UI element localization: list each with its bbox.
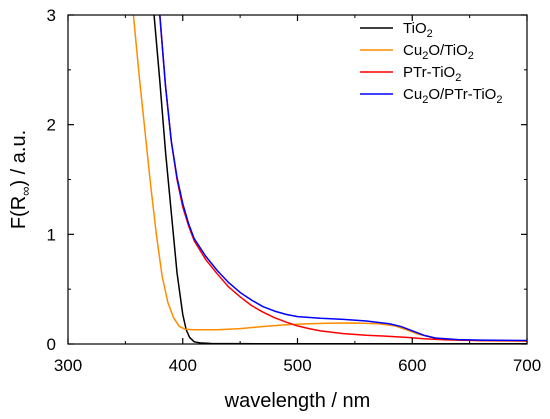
- x-tick-label: 500: [283, 356, 311, 375]
- y-tick-label: 0: [47, 335, 56, 354]
- y-tick-label: 2: [47, 116, 56, 135]
- x-tick-label: 700: [513, 356, 541, 375]
- legend-label: PTr-TiO2: [403, 64, 461, 84]
- x-axis-label: wavelength / nm: [224, 390, 371, 412]
- legend-label: TiO2: [403, 20, 433, 40]
- y-axis-label-sub: ∞: [18, 187, 33, 196]
- y-axis-label-tail: ) / a.u.: [8, 130, 30, 187]
- series-line-3: [159, 15, 527, 342]
- legend-label: Cu2O/TiO2: [403, 42, 474, 62]
- legend-label: Cu2O/PTr-TiO2: [403, 86, 502, 106]
- y-axis: 0 1 2 3: [47, 6, 527, 354]
- y-tick-label: 1: [47, 225, 56, 244]
- x-tick-label: 400: [169, 356, 197, 375]
- y-axis-label-main: F(R: [8, 196, 30, 229]
- series-line-1: [132, 15, 527, 343]
- y-axis-label: F(R∞) / a.u.: [8, 130, 33, 229]
- series-curves: [132, 15, 527, 344]
- series-line-2: [159, 15, 527, 342]
- series-line-0: [153, 15, 527, 344]
- x-tick-label: 600: [398, 356, 426, 375]
- x-axis: 300 400 500 600 700: [54, 15, 541, 375]
- plot-frame: [67, 14, 528, 345]
- x-tick-label: 300: [54, 356, 82, 375]
- y-tick-label: 3: [47, 6, 56, 25]
